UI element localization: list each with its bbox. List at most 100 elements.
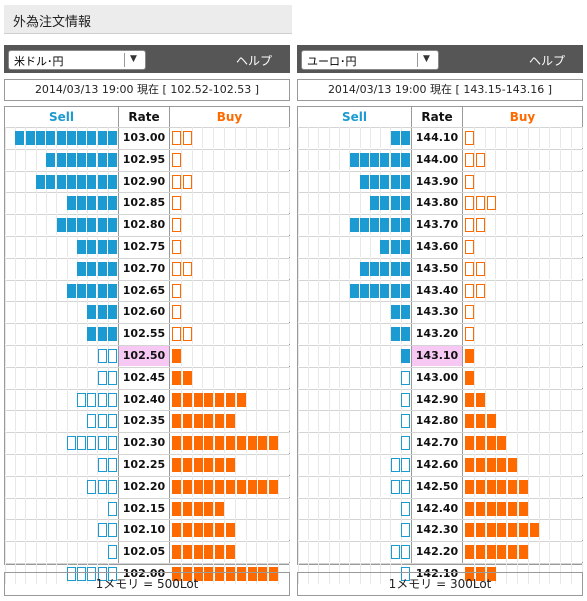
grid-guide (473, 236, 475, 257)
grid-guide (213, 301, 215, 323)
sell-volume-block (66, 196, 76, 211)
grid-guide (560, 519, 562, 541)
grid-guide (517, 475, 518, 497)
sell-volume-block (359, 283, 369, 298)
sell-volume-block (87, 261, 97, 276)
buy-volume-block (269, 436, 279, 451)
grid-guide (213, 388, 215, 410)
help-link[interactable]: ヘルプ (528, 54, 565, 68)
grid-guide (76, 475, 78, 497)
grid-guide (517, 432, 518, 454)
buy-volume-block (226, 414, 235, 429)
order-row: 143.30 (297, 301, 583, 323)
grid-guide (581, 366, 583, 388)
buy-volume-block (465, 414, 474, 429)
select-divider (417, 53, 418, 67)
sell-volume-block (390, 545, 400, 560)
buy-volume-block (508, 479, 518, 494)
chevron-down-icon[interactable]: ▼ (130, 54, 137, 64)
sell-volume-block (401, 240, 410, 254)
grid-guide (560, 454, 562, 475)
rate-cell: 102.15 (122, 501, 166, 515)
grid-guide (224, 214, 225, 236)
grid-guide (484, 366, 486, 388)
grid-guide (288, 148, 290, 170)
grid-guide (495, 366, 497, 388)
grid-guide (87, 519, 89, 541)
grid-guide (45, 192, 47, 214)
grid-guide (297, 127, 299, 148)
chevron-down-icon[interactable]: ▼ (423, 54, 430, 64)
grid-guide (390, 366, 392, 388)
grid-guide (506, 127, 508, 148)
grid-guide (256, 497, 258, 519)
grid-guide (308, 127, 309, 148)
grid-guide (25, 345, 27, 366)
grid-guide (267, 388, 269, 410)
grid-guide (473, 301, 475, 323)
grid-guide (517, 257, 518, 279)
grid-guide (349, 127, 351, 148)
grid-guide (380, 366, 382, 388)
grid-guide (288, 410, 290, 432)
grid-guide (473, 127, 475, 148)
grid-guide (15, 432, 16, 454)
row-divider (298, 345, 582, 346)
grid-guide (267, 127, 269, 148)
grid-guide (66, 257, 68, 279)
grid-guide (318, 301, 320, 323)
buy-volume-block (269, 567, 279, 581)
buy-volume-block (497, 545, 507, 560)
grid-guide (202, 236, 204, 257)
sell-volume-block (390, 305, 400, 320)
sell-volume-block (370, 196, 380, 211)
grid-guide (213, 541, 215, 563)
sell-volume-block (66, 283, 76, 298)
sell-volume-block (108, 305, 117, 320)
grid-guide (25, 454, 27, 475)
grid-guide (581, 345, 583, 366)
grid-guide (278, 301, 279, 323)
grid-guide (328, 257, 330, 279)
grid-guide (581, 279, 583, 301)
currency-pair-select[interactable]: ユーロ･円 ▼ (301, 50, 439, 70)
grid-guide (495, 170, 497, 192)
grid-guide (4, 454, 6, 475)
grid-guide (390, 410, 392, 432)
rate-column-header: Rate (128, 110, 160, 124)
row-divider (298, 410, 582, 412)
grid-guide (180, 345, 182, 366)
grid-guide (581, 410, 583, 432)
row-divider (5, 214, 289, 216)
grid-guide (549, 257, 551, 279)
help-link[interactable]: ヘルプ (235, 54, 272, 68)
buy-volume-block (497, 523, 507, 538)
grid-guide (538, 236, 540, 257)
grid-guide (191, 563, 193, 584)
grid-guide (278, 497, 279, 519)
buy-volume-block (475, 196, 485, 211)
grid-guide (4, 541, 6, 563)
grid-guide (202, 410, 204, 432)
buy-volume-block (519, 523, 528, 538)
grid-guide (180, 454, 182, 475)
currency-pair-select[interactable]: 米ドル･円 ▼ (8, 50, 146, 70)
grid-guide (549, 519, 551, 541)
buy-volume-block (182, 327, 192, 342)
sell-volume-block (401, 327, 410, 342)
sell-volume-block (87, 392, 97, 407)
grid-guide (191, 148, 193, 170)
order-row: 142.90 (297, 388, 583, 410)
grid-guide (4, 475, 6, 497)
grid-guide (581, 541, 583, 563)
grid-guide (234, 475, 236, 497)
buy-volume-block (486, 523, 496, 538)
grid-guide (571, 301, 572, 323)
grid-guide (571, 127, 572, 148)
grid-guide (484, 454, 486, 475)
grid-guide (560, 323, 562, 345)
grid-guide (180, 432, 182, 454)
page-title: 外為注文情報 (13, 15, 92, 30)
grid-guide (15, 410, 16, 432)
grid-guide (245, 454, 247, 475)
